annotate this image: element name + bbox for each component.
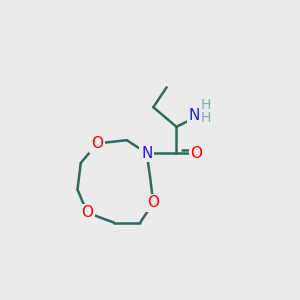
Text: O: O <box>147 195 159 210</box>
Text: N: N <box>141 146 152 161</box>
Text: N: N <box>189 108 200 123</box>
Text: O: O <box>190 146 202 161</box>
Text: H: H <box>201 98 211 112</box>
Text: H: H <box>201 112 211 125</box>
Text: O: O <box>81 205 93 220</box>
Text: O: O <box>91 136 103 151</box>
